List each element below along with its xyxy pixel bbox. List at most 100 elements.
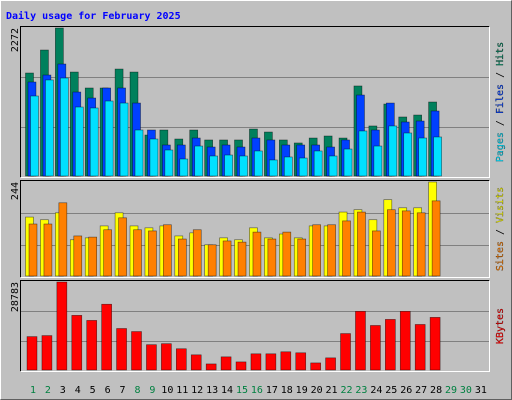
bar [399, 311, 411, 371]
legend-entry: Visits [495, 187, 506, 223]
bar [252, 231, 262, 277]
x-tick-label: 1 [30, 385, 36, 396]
x-tick-label: 14 [221, 385, 233, 396]
bar [133, 229, 142, 277]
x-tick-label: 20 [311, 385, 323, 396]
bar [267, 238, 277, 277]
bar [74, 106, 84, 177]
x-tick-label: 31 [475, 385, 487, 396]
bar [358, 130, 368, 177]
x-tick-label: 22 [340, 385, 352, 396]
bar [298, 157, 308, 177]
legend: KBytes [495, 308, 506, 344]
bar [429, 317, 441, 371]
bar [179, 158, 189, 177]
bar [254, 150, 263, 177]
bar [190, 354, 202, 371]
bar [134, 129, 144, 177]
bar [164, 149, 174, 177]
legend-separator: / [495, 66, 506, 84]
x-tick-label: 2 [45, 385, 51, 396]
x-tick-label: 12 [191, 385, 203, 396]
bar [403, 132, 413, 177]
panel-bevel-dark [20, 26, 490, 178]
panel-bevel-dark [20, 280, 490, 372]
chart-title: Daily usage for February 2025 [6, 10, 181, 22]
x-tick-label: 27 [415, 385, 427, 396]
x-tick-label: 28 [430, 385, 442, 396]
bar [205, 363, 217, 371]
bar [149, 138, 159, 177]
x-tick-label: 25 [385, 385, 397, 396]
x-tick-label: 24 [370, 385, 382, 396]
bar [416, 212, 426, 277]
bar [178, 238, 187, 277]
legend-entry: Files [495, 84, 506, 114]
legend: Sites / Visits [495, 187, 506, 271]
x-tick-label: 5 [90, 385, 96, 396]
bar [237, 241, 247, 277]
x-tick-label: 18 [281, 385, 293, 396]
panel-bevel-dark [20, 180, 490, 278]
bar [313, 150, 323, 177]
x-tick-label: 16 [251, 385, 263, 396]
bar [146, 344, 157, 371]
x-tick-label: 4 [75, 385, 81, 396]
y-max-label: 244 [10, 182, 21, 200]
bar [265, 353, 277, 371]
x-tick-label: 30 [460, 385, 472, 396]
bar [310, 362, 321, 371]
bar [269, 159, 278, 177]
bar [116, 328, 127, 371]
legend-separator: / [495, 114, 506, 132]
bar [372, 230, 381, 277]
x-tick-label: 11 [176, 385, 188, 396]
x-tick-label: 7 [120, 385, 126, 396]
bar [431, 200, 441, 277]
bar [41, 335, 53, 371]
bar [101, 303, 112, 371]
bar [119, 102, 129, 177]
x-tick-label: 8 [134, 385, 140, 396]
bar [282, 231, 292, 277]
bar [60, 77, 69, 177]
x-tick-label: 3 [60, 385, 66, 396]
x-tick-label: 13 [206, 385, 218, 396]
bar [56, 281, 68, 371]
bar [163, 224, 172, 277]
legend-entry: Sites [495, 241, 506, 271]
bar [297, 238, 307, 277]
bar [418, 137, 427, 177]
x-tick-label: 23 [355, 385, 367, 396]
bar [312, 224, 321, 277]
bar [295, 352, 307, 371]
bar [385, 319, 396, 371]
x-tick-label: 17 [266, 385, 278, 396]
bar [340, 333, 351, 371]
bar [235, 361, 247, 371]
bar [30, 95, 39, 177]
bar [355, 311, 366, 371]
x-tick-label: 19 [296, 385, 308, 396]
bar [88, 236, 98, 277]
legend-entry: Hits [495, 42, 506, 66]
bar [161, 343, 172, 371]
bar [26, 336, 38, 371]
bar [284, 156, 293, 177]
bar [401, 210, 411, 277]
legend: Pages / Files / Hits [495, 42, 506, 162]
legend-entry: KBytes [495, 308, 506, 344]
bar [342, 220, 351, 277]
bar [58, 202, 68, 277]
bar [388, 125, 398, 177]
bar [148, 230, 157, 277]
bar [131, 331, 142, 371]
bar [220, 356, 232, 371]
panel-bevel-light [20, 280, 490, 372]
bar [327, 224, 336, 277]
bar [176, 348, 187, 371]
bar [103, 229, 112, 277]
